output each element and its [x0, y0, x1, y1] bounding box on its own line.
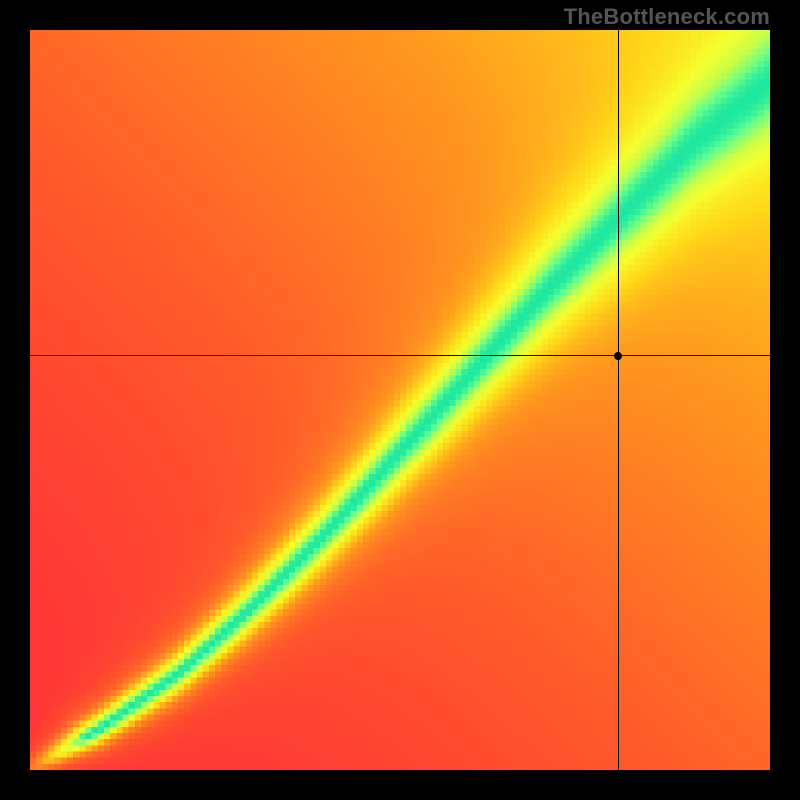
- bottleneck-heatmap: [30, 30, 770, 770]
- selection-marker: [614, 352, 622, 360]
- crosshair-vertical: [618, 30, 619, 770]
- crosshair-horizontal: [30, 355, 770, 356]
- chart-frame: TheBottleneck.com: [0, 0, 800, 800]
- watermark-text: TheBottleneck.com: [564, 4, 770, 30]
- plot-area: [30, 30, 770, 770]
